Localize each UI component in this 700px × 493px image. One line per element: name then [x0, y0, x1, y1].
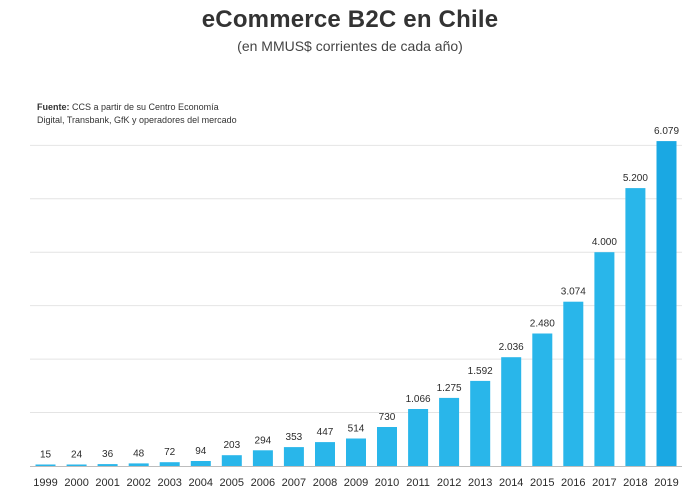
chart-source: Fuente: CCS a partir de su Centro Econom… — [37, 101, 237, 127]
x-tick-label-2010: 2010 — [375, 477, 399, 489]
bar-2003 — [159, 462, 180, 466]
source-line-2: Digital, Transbank, GfK y operadores del… — [37, 115, 237, 125]
value-label-2010: 730 — [379, 412, 396, 423]
value-label-2016: 3.074 — [561, 287, 586, 298]
value-label-2018: 5.200 — [623, 173, 648, 184]
value-label-2001: 36 — [102, 449, 114, 460]
value-label-2015: 2.480 — [530, 319, 555, 330]
x-tick-label-2015: 2015 — [530, 477, 554, 489]
bar-2015 — [532, 333, 553, 466]
x-tick-label-2006: 2006 — [251, 477, 275, 489]
x-tick-label-2000: 2000 — [64, 477, 88, 489]
value-label-2017: 4.000 — [592, 237, 617, 248]
value-label-2019: 6.079 — [654, 126, 679, 137]
bar-2008 — [315, 442, 335, 466]
bar-1999 — [35, 464, 56, 466]
bar-2010 — [377, 427, 397, 466]
x-tick-label-2011: 2011 — [406, 477, 430, 489]
value-label-2004: 94 — [195, 446, 207, 457]
x-tick-label-2019: 2019 — [654, 477, 678, 489]
bar-2001 — [97, 464, 118, 466]
value-labels: 15 24 36 48 72 94 203 294 353 447 514 730 1.066 1.275… — [40, 126, 680, 460]
x-axis-labels: 1999 2000 2001 2002 2003 2004 2005 2006 2007 2008… — [33, 477, 678, 489]
bar-2009 — [346, 438, 366, 466]
value-label-2009: 514 — [348, 424, 365, 435]
value-label-2002: 48 — [133, 448, 145, 459]
x-tick-label-2018: 2018 — [623, 477, 647, 489]
x-tick-label-2004: 2004 — [189, 477, 213, 489]
x-tick-label-2001: 2001 — [95, 477, 119, 489]
value-label-2014: 2.036 — [499, 342, 524, 353]
x-tick-label-2002: 2002 — [126, 477, 150, 489]
value-label-2005: 203 — [223, 440, 240, 451]
bar-2006 — [252, 450, 273, 466]
value-label-2003: 72 — [164, 447, 176, 458]
bar-2014 — [501, 357, 522, 466]
bar-2011 — [408, 409, 429, 466]
source-line-1: Fuente: CCS a partir de su Centro Econom… — [37, 101, 237, 114]
bar-2002 — [128, 463, 149, 466]
value-label-2007: 353 — [286, 432, 303, 443]
bar-2005 — [221, 455, 242, 466]
x-tick-label-2007: 2007 — [282, 477, 306, 489]
x-tick-label-2003: 2003 — [157, 477, 181, 489]
source-text: CCS a partir de su Centro Economía — [72, 102, 219, 112]
value-label-2011: 1.066 — [406, 394, 431, 405]
value-label-2012: 1.275 — [437, 383, 462, 394]
bar-2004 — [190, 461, 211, 466]
x-tick-label-2012: 2012 — [437, 477, 461, 489]
x-tick-label-2008: 2008 — [313, 477, 337, 489]
value-label-2013: 1.592 — [468, 366, 493, 377]
value-label-1999: 15 — [40, 450, 52, 461]
bar-2016 — [563, 301, 584, 466]
gridlines — [30, 144, 682, 414]
bar-2007 — [283, 447, 304, 466]
value-label-2008: 447 — [317, 427, 334, 438]
value-label-2006: 294 — [255, 435, 272, 446]
chart-title: eCommerce B2C en Chile — [201, 6, 499, 33]
x-tick-label-2016: 2016 — [561, 477, 585, 489]
value-label-2000: 24 — [71, 450, 83, 461]
x-tick-label-1999: 1999 — [33, 477, 57, 489]
x-tick-label-2014: 2014 — [499, 477, 523, 489]
bar-2017 — [594, 252, 615, 466]
x-tick-label-2005: 2005 — [220, 477, 244, 489]
x-tick-label-2013: 2013 — [468, 477, 492, 489]
x-tick-label-2009: 2009 — [344, 477, 368, 489]
x-tick-label-2017: 2017 — [592, 477, 616, 489]
bar-2018 — [625, 188, 646, 466]
bar-2019 — [656, 141, 677, 466]
chart-subtitle: (en MMUS$ corrientes de cada año) — [237, 38, 463, 54]
bar-2000 — [66, 464, 87, 466]
bar-2012 — [439, 397, 460, 466]
bar-2013 — [470, 380, 491, 466]
bars — [35, 141, 677, 466]
source-label: Fuente: — [37, 102, 70, 112]
